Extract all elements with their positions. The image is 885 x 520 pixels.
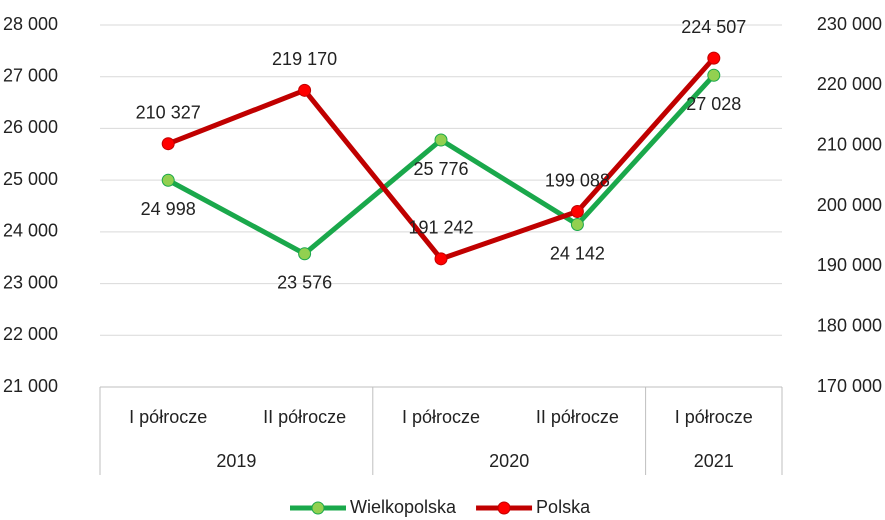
y-tick-label: 28 000	[3, 14, 58, 34]
y-tick-label: 26 000	[3, 117, 58, 137]
legend-label: Wielkopolska	[350, 497, 457, 517]
data-label: 25 776	[413, 159, 468, 179]
data-label: 23 576	[277, 273, 332, 293]
legend-marker	[497, 501, 511, 515]
marker	[298, 83, 312, 97]
y2-tick-label: 180 000	[817, 315, 882, 335]
marker	[161, 173, 175, 187]
y-tick-label: 24 000	[3, 221, 58, 241]
y2-tick-label: 190 000	[817, 255, 882, 275]
data-label: 210 327	[136, 102, 201, 122]
y2-tick-label: 230 000	[817, 14, 882, 34]
x-tick-label: II półrocze	[536, 407, 619, 427]
x-tick-label: I półrocze	[129, 407, 207, 427]
y-tick-label: 25 000	[3, 169, 58, 189]
y-tick-label: 23 000	[3, 272, 58, 292]
x-tick-label: II półrocze	[263, 407, 346, 427]
marker	[707, 68, 721, 82]
data-label: 199 088	[545, 170, 610, 190]
x-tick-label: I półrocze	[675, 407, 753, 427]
marker	[570, 218, 584, 232]
y-tick-label: 22 000	[3, 324, 58, 344]
y-tick-label: 21 000	[3, 376, 58, 396]
marker	[434, 252, 448, 266]
y2-tick-label: 200 000	[817, 195, 882, 215]
group-label: 2019	[216, 451, 256, 471]
group-label: 2020	[489, 451, 529, 471]
y2-tick-label: 220 000	[817, 74, 882, 94]
legend-label: Polska	[536, 497, 591, 517]
data-label: 191 242	[408, 218, 473, 238]
marker	[570, 205, 584, 219]
data-label: 24 998	[141, 199, 196, 219]
y2-tick-label: 170 000	[817, 376, 882, 396]
data-label: 27 028	[686, 94, 741, 114]
y2-tick-label: 210 000	[817, 134, 882, 154]
marker	[434, 133, 448, 147]
marker	[161, 137, 175, 151]
data-label: 224 507	[681, 17, 746, 37]
legend-marker	[311, 501, 325, 515]
x-tick-label: I półrocze	[402, 407, 480, 427]
y-tick-label: 27 000	[3, 65, 58, 85]
group-label: 2021	[694, 451, 734, 471]
marker	[298, 247, 312, 261]
marker	[707, 51, 721, 65]
data-label: 24 142	[550, 243, 605, 263]
data-label: 219 170	[272, 49, 337, 69]
